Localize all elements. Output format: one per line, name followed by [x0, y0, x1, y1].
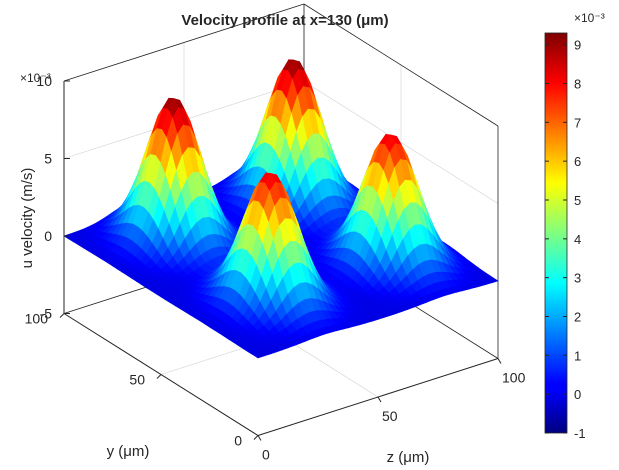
colorbar-tick-label: -1 [574, 426, 586, 441]
x-tick-label: 100 [502, 370, 526, 386]
colorbar-tick-label: 7 [574, 115, 581, 130]
colorbar-tick-label: 4 [574, 232, 581, 247]
y-tick-label: 100 [25, 311, 49, 327]
box-edge [63, 3, 305, 82]
z-tick-label: 0 [44, 228, 52, 244]
x-tick-mark [497, 358, 502, 364]
colorbar-tick-label: 9 [574, 38, 581, 53]
z-tick-label: 10 [36, 73, 52, 89]
x-tick-mark [377, 396, 382, 403]
z-axis-label: u velocity (m/s) [19, 168, 36, 269]
colorbar-ticks: -1 0 1 2 3 4 5 6 7 8 9 [545, 38, 586, 441]
z-multiplier: ×10⁻³ [20, 71, 51, 85]
y-tick-mark [59, 313, 65, 318]
colorbar-tick-label: 8 [574, 76, 581, 91]
colorbar-tick-label: 2 [574, 309, 581, 324]
colorbar-tick-label: 5 [574, 193, 581, 208]
y-tick-mark [253, 435, 259, 440]
colorbar-tick-label: 0 [574, 387, 581, 402]
y-tick-label: 50 [129, 372, 145, 388]
z-tick-label: -5 [40, 306, 53, 322]
x-tick-mark [257, 435, 262, 441]
chart-title: Velocity profile at x=130 (μm) [181, 12, 388, 29]
y-tick-mark [156, 374, 162, 379]
colorbar-gradient [544, 32, 568, 434]
x-tick-label: 50 [382, 408, 398, 424]
colorbar: -1 0 1 2 3 4 5 6 7 8 9 ×10⁻³ [544, 11, 605, 441]
x-tick-label: 0 [262, 447, 270, 463]
colorbar-tick-label: 1 [574, 348, 581, 363]
y-tick-label: 0 [234, 433, 242, 449]
surface-patch [252, 352, 265, 359]
velocity-surface [63, 59, 499, 359]
x-axis-label: z (μm) [387, 449, 430, 466]
box-edge [303, 3, 499, 127]
colorbar-tick-label: 3 [574, 271, 581, 286]
y-axis-label: y (μm) [107, 443, 150, 460]
colorbar-multiplier: ×10⁻³ [574, 11, 605, 25]
colorbar-tick-label: 6 [574, 154, 581, 169]
z-tick-label: 5 [44, 151, 52, 167]
